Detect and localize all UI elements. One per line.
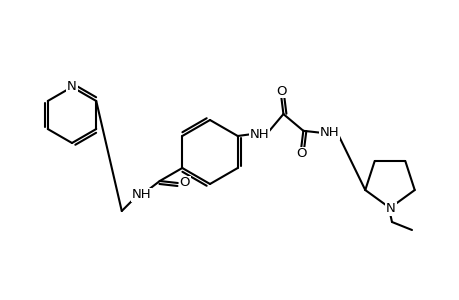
Text: NH: NH — [249, 128, 269, 140]
Text: NH: NH — [132, 188, 151, 202]
Text: N: N — [385, 202, 395, 215]
Text: O: O — [275, 85, 286, 98]
Text: O: O — [296, 147, 306, 160]
Text: N: N — [67, 80, 77, 92]
Text: NH: NH — [319, 126, 338, 139]
Text: O: O — [179, 176, 190, 190]
